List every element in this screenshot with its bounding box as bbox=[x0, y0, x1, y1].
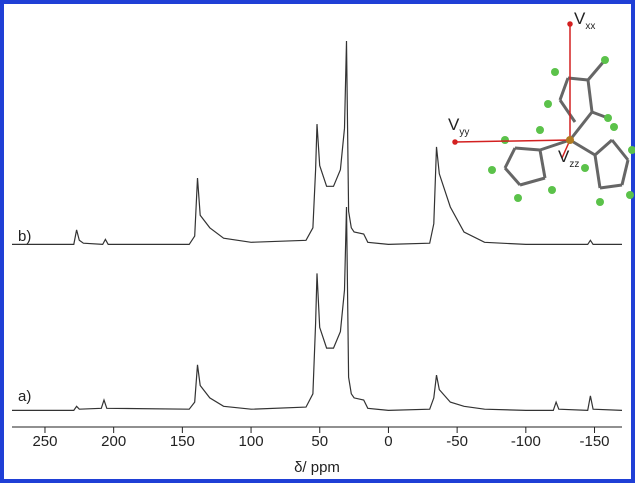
molecule-inset bbox=[503, 59, 630, 190]
trace-label: a) bbox=[18, 388, 31, 405]
x-tick-label: 150 bbox=[170, 433, 195, 450]
sub: zz bbox=[569, 159, 579, 170]
x-tick-label: 250 bbox=[32, 433, 57, 450]
fluorine-atoms bbox=[488, 56, 635, 206]
trace-label: b) bbox=[18, 228, 31, 245]
sub: yy bbox=[459, 127, 469, 138]
x-axis-label: δ/ ppm bbox=[294, 459, 340, 476]
x-tick-label: -50 bbox=[446, 433, 468, 450]
v: V bbox=[574, 9, 586, 28]
metal-center bbox=[566, 136, 574, 144]
vyy-label: Vyy bbox=[448, 115, 469, 137]
v: V bbox=[558, 147, 570, 166]
x-tick-label: 50 bbox=[311, 433, 328, 450]
x-tick-label: 100 bbox=[239, 433, 264, 450]
sub: xx bbox=[585, 21, 595, 32]
x-tick-label: -100 bbox=[511, 433, 541, 450]
x-tick-label: -150 bbox=[580, 433, 610, 450]
v: V bbox=[448, 115, 460, 134]
spectrum-line bbox=[12, 40, 622, 246]
x-tick-label: 0 bbox=[384, 433, 392, 450]
vxx-label: Vxx bbox=[574, 9, 595, 31]
x-tick-label: 200 bbox=[101, 433, 126, 450]
spectrum-line bbox=[12, 206, 623, 412]
vzz-label: Vzz bbox=[558, 147, 579, 169]
